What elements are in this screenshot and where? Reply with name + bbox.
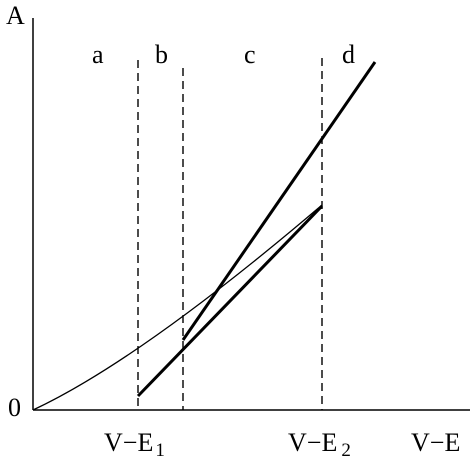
tick-label-e1: V−E 1: [104, 428, 165, 461]
origin-label: 0: [8, 393, 21, 422]
thick-line-steep: [181, 61, 377, 341]
tick-label-e2-main: V−E: [288, 428, 337, 457]
region-label-b: b: [155, 40, 168, 69]
tick-label-e2: V−E 2: [288, 428, 351, 461]
thin-curve: [32, 204, 323, 411]
tick-label-e1-sub: 1: [155, 440, 165, 461]
x-axis-label: V−E: [411, 428, 460, 457]
region-label-c: c: [244, 40, 256, 69]
tick-label-e2-sub: 2: [341, 440, 351, 461]
thick-line-lower: [136, 204, 324, 398]
tick-label-e1-main: V−E: [104, 428, 153, 457]
region-label-d: d: [342, 40, 355, 69]
y-axis-label: A: [6, 1, 25, 30]
region-label-a: a: [92, 40, 104, 69]
